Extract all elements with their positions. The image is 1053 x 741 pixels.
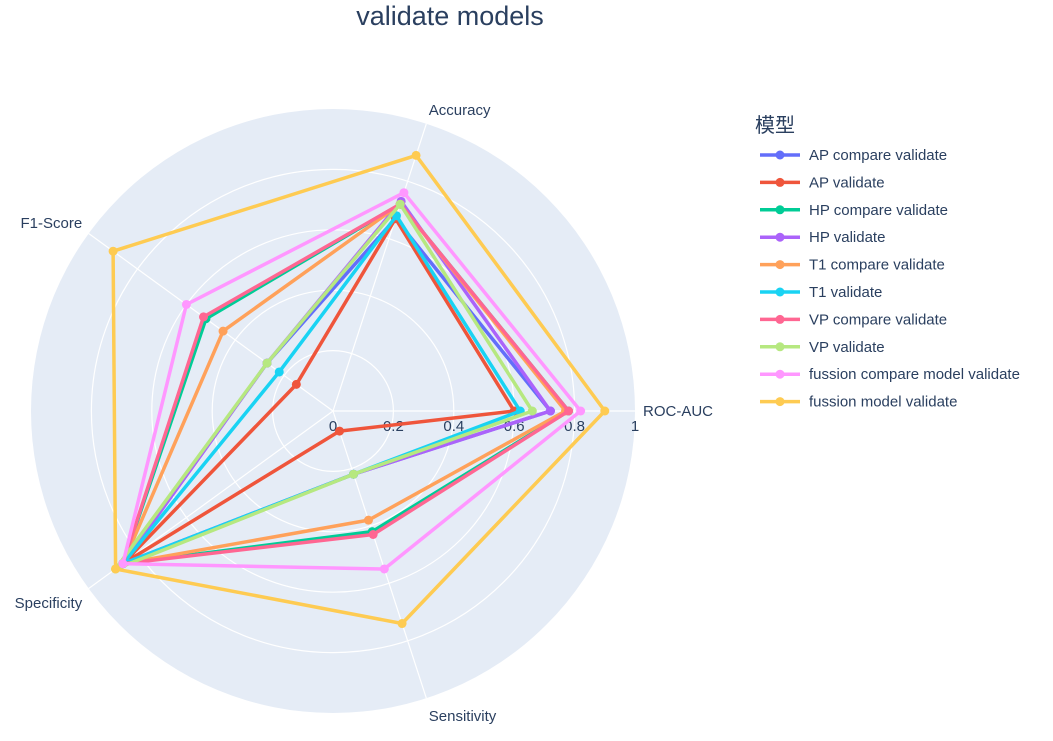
data-point	[199, 312, 209, 322]
axis-label-roc-auc: ROC-AUC	[643, 403, 713, 420]
legend-swatch-marker	[775, 205, 785, 215]
series-line	[111, 153, 607, 626]
data-point	[218, 326, 228, 336]
data-point	[363, 515, 373, 525]
data-point	[368, 530, 378, 540]
data-point	[399, 188, 409, 198]
legend-item[interactable]: fussion compare model validate	[760, 366, 1020, 383]
axis-label-f1-score: F1-Score	[21, 215, 83, 232]
series-line	[121, 190, 583, 571]
data-point	[545, 406, 555, 416]
legend-label: HP compare validate	[809, 202, 948, 219]
series-9	[108, 150, 610, 629]
legend-label: fussion compare model validate	[809, 366, 1020, 383]
series-line	[113, 202, 535, 571]
legend-label: VP validate	[809, 339, 885, 356]
legend-item[interactable]: AP compare validate	[760, 147, 947, 164]
data-point	[564, 406, 574, 416]
data-point	[274, 367, 284, 377]
grid-spoke	[332, 123, 427, 412]
legend-label: HP validate	[809, 229, 885, 246]
legend-item[interactable]: HP validate	[760, 229, 885, 246]
data-point	[262, 358, 272, 368]
legend-label: AP compare validate	[809, 147, 947, 164]
data-point	[181, 299, 191, 309]
legend-swatch-marker	[775, 314, 785, 324]
data-point	[349, 469, 359, 479]
legend-swatch-marker	[775, 342, 785, 352]
angular-axis-labels: ROC-AUC Accuracy F1-Score Specificity Sensit…	[15, 102, 713, 725]
grid-spoke	[88, 233, 334, 412]
data-point	[600, 406, 610, 416]
data-point	[111, 564, 121, 574]
legend-label: VP compare validate	[809, 311, 947, 328]
legend-swatch-marker	[775, 232, 785, 242]
legend-item[interactable]: T1 compare validate	[760, 257, 945, 274]
chart-title: validate models	[356, 1, 544, 31]
legend-swatch-marker	[775, 260, 785, 270]
legend-label: AP validate	[809, 174, 885, 191]
data-point	[291, 379, 301, 389]
legend-item[interactable]: VP compare validate	[760, 311, 947, 328]
legend-item[interactable]: AP validate	[760, 174, 885, 191]
legend-swatch-marker	[775, 287, 785, 297]
legend-item[interactable]: VP validate	[760, 339, 885, 356]
data-point	[379, 564, 389, 574]
data-point	[576, 406, 586, 416]
data-point	[118, 559, 128, 569]
radial-tick-label: 1	[631, 418, 639, 435]
legend-label: T1 validate	[809, 284, 882, 301]
series-layer	[108, 150, 610, 629]
data-point	[397, 619, 407, 629]
legend-label: T1 compare validate	[809, 257, 945, 274]
data-point	[411, 150, 421, 160]
series-line	[121, 202, 571, 566]
axis-label-specificity: Specificity	[15, 595, 83, 612]
legend-swatch-marker	[775, 177, 785, 187]
axis-label-sensitivity: Sensitivity	[429, 708, 497, 725]
grid-spoke	[332, 410, 427, 699]
legend-item[interactable]: fussion model validate	[760, 394, 957, 411]
legend-swatch-marker	[775, 397, 785, 407]
series-line	[121, 216, 516, 566]
legend-label: fussion model validate	[809, 394, 957, 411]
radial-tick-label: 0.4	[443, 418, 464, 435]
legend-item[interactable]: T1 validate	[760, 284, 882, 301]
data-point	[335, 426, 345, 436]
legend-item[interactable]: HP compare validate	[760, 202, 948, 219]
data-point	[395, 199, 405, 209]
legend-swatch-marker	[775, 369, 785, 379]
series-8	[118, 188, 586, 574]
axis-label-accuracy: Accuracy	[429, 102, 491, 119]
legend-title: 模型	[755, 114, 795, 137]
radial-tick-label: 0	[329, 418, 337, 435]
data-point	[527, 406, 537, 416]
data-point	[108, 246, 118, 256]
legend-swatch-marker	[775, 150, 785, 160]
legend[interactable]: 模型 AP compare validate AP validate HP comp…	[755, 114, 1020, 411]
